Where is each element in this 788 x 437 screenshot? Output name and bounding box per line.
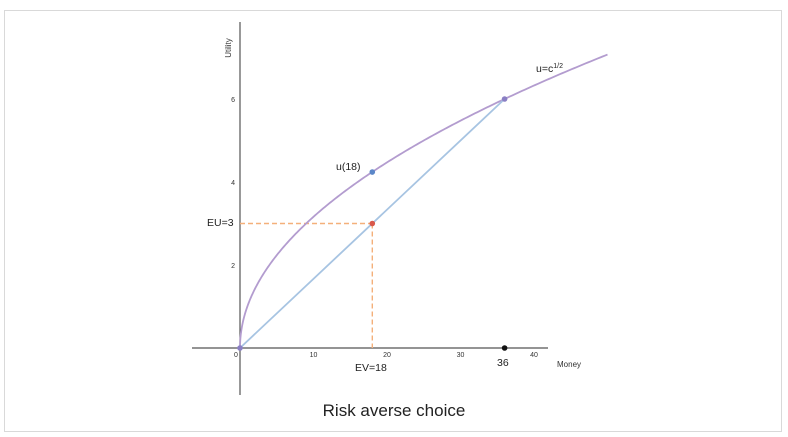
x-tick-label: 10 — [310, 352, 318, 359]
curve-label-base: u=c — [536, 63, 553, 75]
axes — [192, 22, 548, 395]
x-tick-label: 30 — [457, 352, 465, 359]
y-tick-label: 4 — [231, 180, 235, 187]
figure-frame — [4, 10, 782, 432]
u18-label: u(18) — [336, 161, 361, 173]
data-point — [369, 169, 376, 175]
series-layer — [239, 53, 608, 349]
data-point — [501, 345, 508, 351]
eu-label: EU=3 — [207, 217, 234, 229]
x-tick-label: 40 — [530, 352, 538, 359]
ev-label: EV=18 — [355, 362, 387, 374]
labels-layer: Money Utility u=c1/2 u(18) EU=3 EV=18 36 — [207, 38, 581, 374]
y-tick-label: 6 — [231, 97, 235, 104]
y-tick-label: 2 — [231, 263, 235, 270]
data-point — [237, 345, 243, 351]
data-point — [369, 220, 376, 227]
x-axis-title: Money — [557, 360, 581, 369]
figure-caption: Risk averse choice — [322, 401, 466, 420]
data-point — [501, 96, 508, 102]
x36-label: 36 — [497, 357, 509, 369]
curve-label: u=c1/2 — [536, 63, 563, 75]
points-layer — [237, 96, 508, 351]
x-tick-label: 0 — [234, 352, 238, 359]
ticks-layer: 0 10 20 30 40 2 4 6 — [231, 97, 538, 359]
x-tick-label: 20 — [383, 352, 391, 359]
y-axis-title: Utility — [224, 38, 233, 58]
utility-curve — [239, 53, 608, 348]
curve-label-exponent: 1/2 — [553, 63, 563, 70]
